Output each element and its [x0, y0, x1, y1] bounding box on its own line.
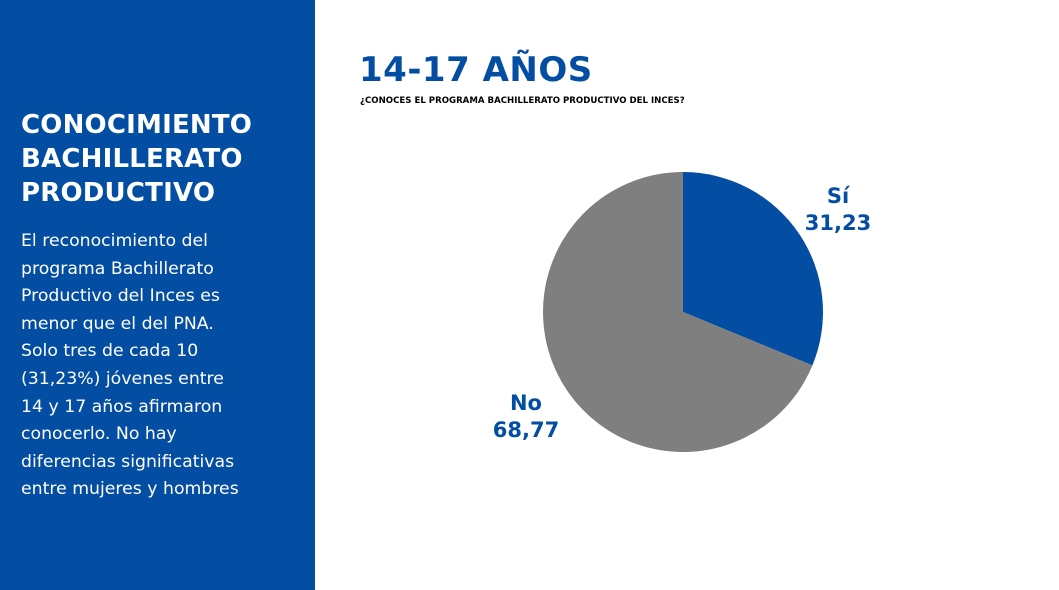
- panel-description-line: conocerlo. No hay: [21, 424, 177, 445]
- left-panel: CONOCIMIENTO BACHILLERATO PRODUCTIVO El …: [0, 0, 315, 590]
- panel-description-line: (31,23%) jóvenes entre: [21, 368, 224, 389]
- panel-description-line: entre mujeres y hombres: [21, 479, 239, 500]
- slice-label-si-value: 31,23: [805, 211, 871, 235]
- panel-description: El reconocimiento del programa Bachiller…: [21, 228, 306, 504]
- slice-label-no-name: No: [510, 391, 542, 415]
- panel-title-line: CONOCIMIENTO: [21, 110, 253, 140]
- slice-label-si: Sí 31,23: [805, 184, 871, 235]
- pie-slice-no: [542, 172, 813, 452]
- pie-slices: [542, 172, 823, 452]
- panel-description-line: diferencias significativas: [21, 451, 235, 472]
- panel-description-line: programa Bachillerato: [21, 258, 214, 279]
- slice-label-no: No 68,77: [493, 391, 559, 442]
- slice-label-si-name: Sí: [827, 184, 851, 208]
- panel-title-line: BACHILLERATO: [21, 144, 243, 174]
- panel-description-line: menor que el del PNA.: [21, 313, 214, 334]
- panel-description-line: Solo tres de cada 10: [21, 341, 199, 362]
- panel-title: CONOCIMIENTO BACHILLERATO PRODUCTIVO: [21, 108, 306, 210]
- panel-description-line: El reconocimiento del: [21, 231, 208, 251]
- panel-description-line: 14 y 17 años afirmaron: [21, 396, 223, 417]
- panel-title-line: PRODUCTIVO: [21, 178, 216, 208]
- pie-slice-si: [683, 172, 823, 366]
- chart-title: 14-17 AÑOS: [359, 50, 593, 90]
- chart-subtitle: ¿CONOCES EL PROGRAMA BACHILLERATO PRODUC…: [360, 96, 685, 106]
- panel-description-line: Productivo del Inces es: [21, 286, 220, 307]
- slice-label-no-value: 68,77: [493, 418, 559, 442]
